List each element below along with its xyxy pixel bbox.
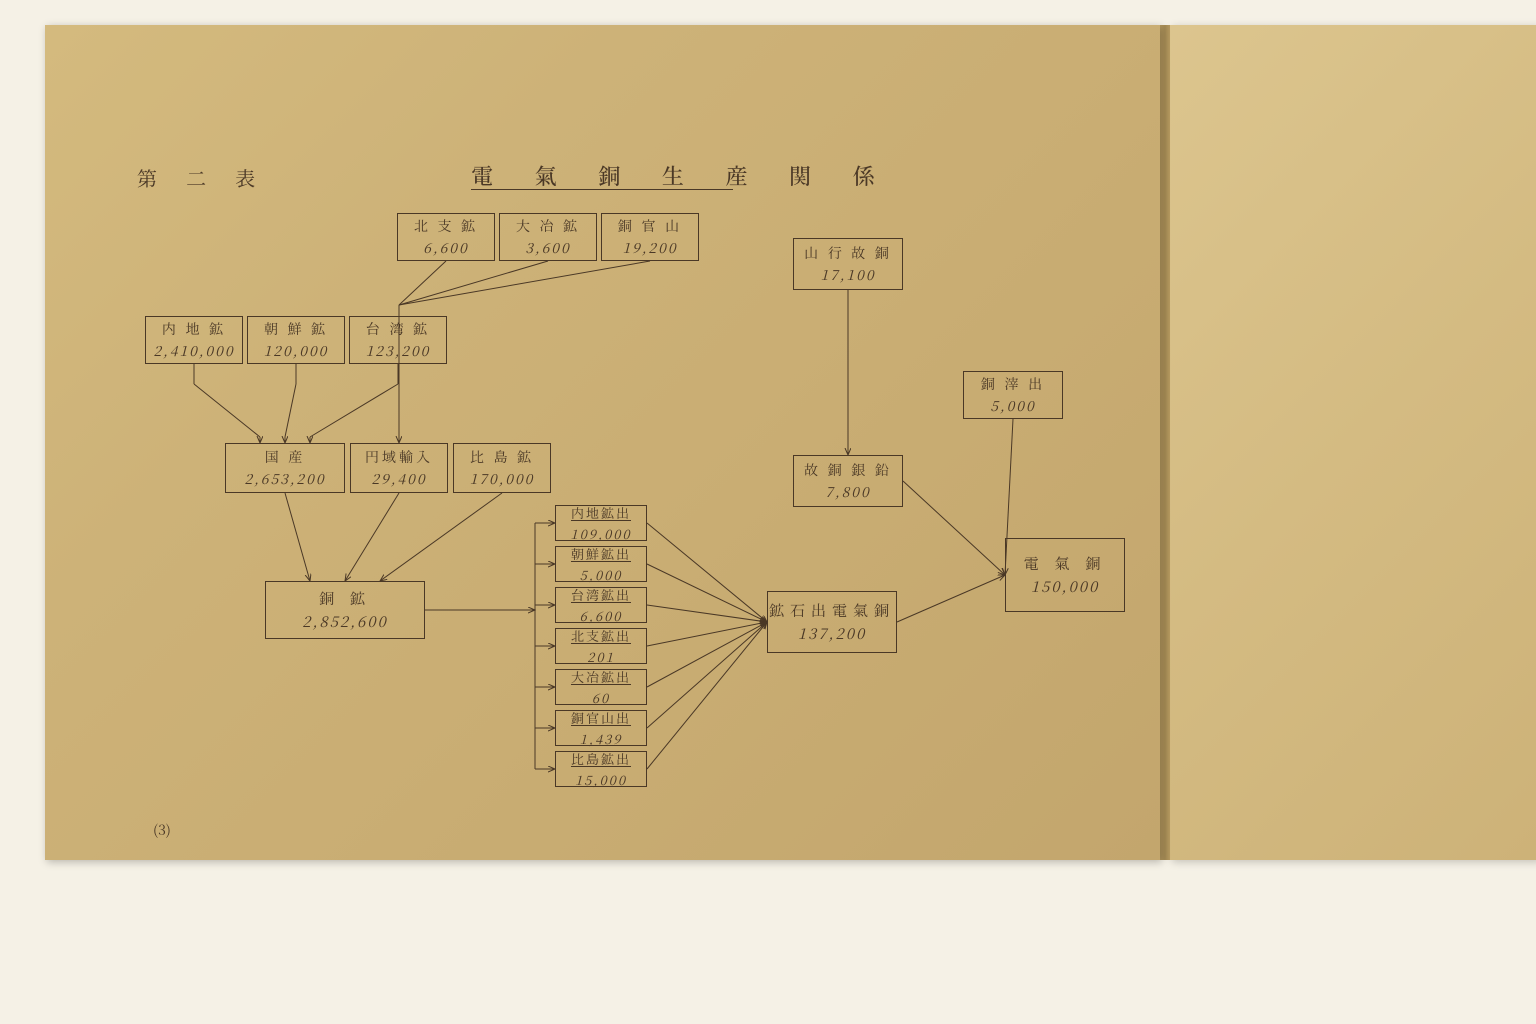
node-n14: 北支鉱出 201 (555, 628, 647, 664)
node-value: 109,000 (570, 524, 631, 543)
node-label: 銅 官 山 (618, 216, 682, 236)
node-n8: 円域輸入29,400 (350, 443, 448, 493)
node-value: 29,400 (371, 469, 426, 489)
node-label: 内地鉱出 (571, 503, 631, 522)
node-label: 北支鉱出 (571, 626, 631, 645)
node-n21: 故 銅 銀 鉛7,800 (793, 455, 903, 507)
node-value: 15,000 (575, 770, 627, 789)
node-label: 北 支 鉱 (414, 216, 478, 236)
node-label: 銅 滓 出 (981, 374, 1045, 394)
node-value: 137,200 (798, 623, 866, 644)
node-n7: 国 産2,653,200 (225, 443, 345, 493)
node-value: 19,200 (622, 238, 677, 258)
node-label: 比 島 鉱 (470, 447, 534, 467)
node-label: 内 地 鉱 (162, 319, 226, 339)
node-label: 国 産 (265, 447, 306, 467)
node-value: 123,200 (366, 341, 431, 361)
node-value: 2,653,200 (244, 469, 325, 489)
node-value: 5,000 (990, 396, 1035, 416)
node-label: 銅 鉱 (319, 588, 371, 609)
node-label: 朝鮮鉱出 (571, 544, 631, 563)
node-label: 銅官山出 (571, 708, 631, 727)
node-label: 電 氣 銅 (1024, 553, 1107, 574)
node-label: 円域輸入 (365, 447, 433, 467)
node-n22: 電 氣 銅150,000 (1005, 538, 1125, 612)
node-value: 1,439 (580, 729, 623, 748)
node-label: 台 湾 鉱 (366, 319, 430, 339)
node-n6: 台 湾 鉱123,200 (349, 316, 447, 364)
node-n16: 銅官山出 1,439 (555, 710, 647, 746)
node-n18: 鉱石出電氣銅137,200 (767, 591, 897, 653)
node-n3: 銅 官 山19,200 (601, 213, 699, 261)
document-page: 第 二 表 電 氣 銅 生 産 関 係 (3) 北 支 鉱6,600大 冶 鉱3… (45, 25, 1160, 860)
node-value: 2,410,000 (153, 341, 234, 361)
node-value: 60 (592, 688, 610, 707)
node-value: 201 (587, 647, 614, 666)
node-value: 3,600 (525, 238, 570, 258)
node-n4: 内 地 鉱2,410,000 (145, 316, 243, 364)
node-n11: 内地鉱出 109,000 (555, 505, 647, 541)
node-value: 2,852,600 (302, 611, 388, 632)
node-value: 6,600 (580, 606, 623, 625)
node-label: 故 銅 銀 鉛 (804, 460, 892, 480)
node-value: 7,800 (825, 482, 870, 502)
node-label: 朝 鮮 鉱 (264, 319, 328, 339)
node-n20: 銅 滓 出5,000 (963, 371, 1063, 419)
page-title: 電 氣 銅 生 産 関 係 (471, 160, 893, 191)
title-underline (471, 189, 733, 190)
node-n2: 大 冶 鉱3,600 (499, 213, 597, 261)
node-n1: 北 支 鉱6,600 (397, 213, 495, 261)
node-value: 170,000 (470, 469, 535, 489)
node-n17: 比島鉱出 15,000 (555, 751, 647, 787)
facing-page (1170, 25, 1536, 860)
node-value: 120,000 (264, 341, 329, 361)
node-label: 比島鉱出 (571, 749, 631, 768)
node-n5: 朝 鮮 鉱120,000 (247, 316, 345, 364)
node-n15: 大冶鉱出 60 (555, 669, 647, 705)
table-number: 第 二 表 (137, 163, 267, 192)
node-value: 5,000 (580, 565, 623, 584)
node-label: 大 冶 鉱 (516, 216, 580, 236)
book-spine (1160, 25, 1170, 860)
node-label: 台湾鉱出 (571, 585, 631, 604)
node-n9: 比 島 鉱170,000 (453, 443, 551, 493)
node-value: 150,000 (1031, 576, 1099, 597)
node-n13: 台湾鉱出 6,600 (555, 587, 647, 623)
node-value: 6,600 (423, 238, 468, 258)
node-n10: 銅 鉱2,852,600 (265, 581, 425, 639)
node-n19: 山 行 故 銅17,100 (793, 238, 903, 290)
node-n12: 朝鮮鉱出 5,000 (555, 546, 647, 582)
node-value: 17,100 (820, 265, 875, 285)
node-label: 山 行 故 銅 (804, 243, 892, 263)
page-number: (3) (153, 820, 171, 840)
node-label: 大冶鉱出 (571, 667, 631, 686)
node-label: 鉱石出電氣銅 (769, 600, 895, 621)
